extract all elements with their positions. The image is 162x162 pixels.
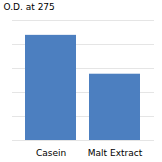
svg-text:O.D. at 275: O.D. at 275: [4, 2, 55, 12]
svg-text:Casein: Casein: [36, 148, 66, 158]
svg-text:Malt Extract: Malt Extract: [88, 148, 143, 158]
